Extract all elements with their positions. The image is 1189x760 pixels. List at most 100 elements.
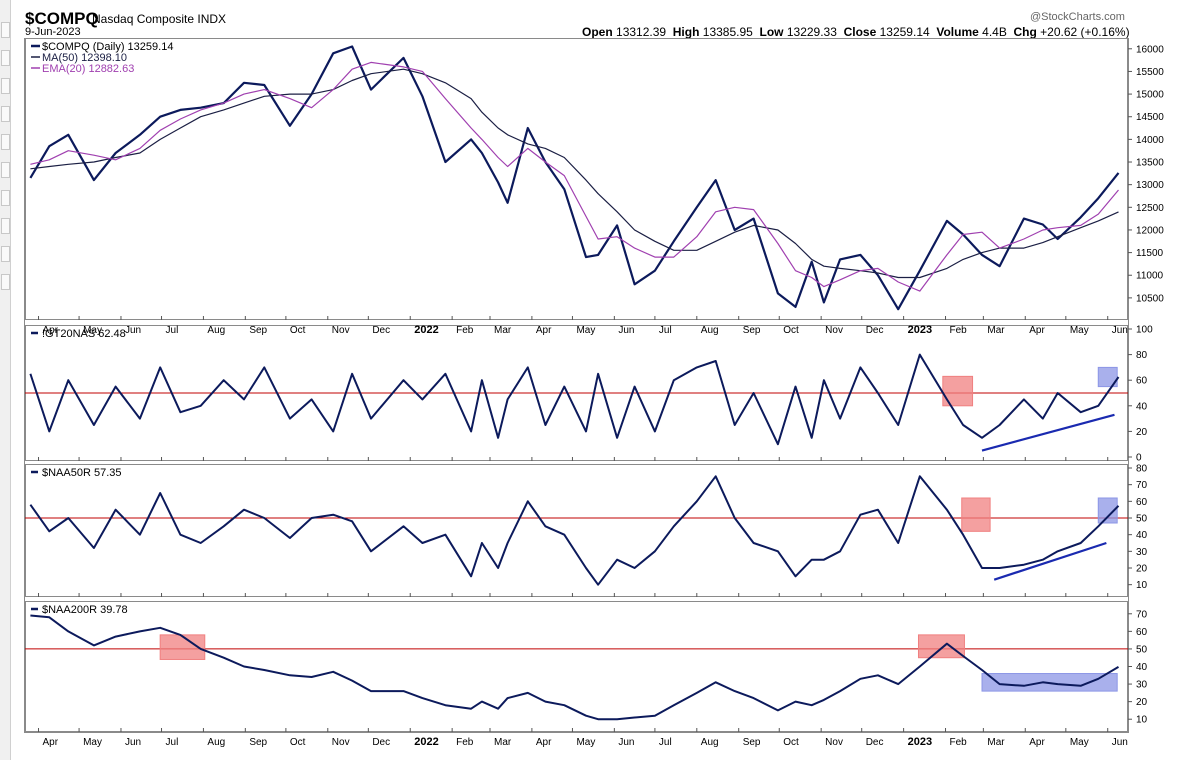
x-tick-label: Sep	[743, 737, 761, 748]
y-tick-label: 20	[1136, 427, 1148, 438]
y-tick-label: 70	[1136, 609, 1148, 620]
y-tick-label: 40	[1136, 662, 1148, 673]
toolbar-tab[interactable]	[1, 218, 10, 234]
y-tick-label: 40	[1136, 401, 1148, 412]
y-tick-label: 13000	[1136, 180, 1164, 191]
y-tick-label: 50	[1136, 644, 1148, 655]
x-tick-label: Nov	[332, 737, 350, 748]
y-tick-label: 13500	[1136, 158, 1164, 169]
x-tick-label: Jun	[618, 325, 634, 336]
x-tick-label: Jul	[659, 325, 672, 336]
x-tick-label: Aug	[701, 325, 719, 336]
panel-naa50: 10 20 30 40 50 60 70 80	[25, 464, 1148, 597]
panel-border	[25, 464, 1128, 597]
series-line-naa50r	[29, 475, 1120, 586]
red-highlight-box	[917, 634, 965, 659]
open-value: 13312.39	[616, 25, 667, 39]
x-tick-label: Oct	[783, 737, 799, 748]
x-tick-label: Mar	[494, 737, 512, 748]
y-tick-label: 12000	[1136, 225, 1164, 236]
panel-border	[25, 38, 1128, 320]
toolbar-tab[interactable]	[1, 190, 10, 206]
x-tick-label: 2023	[908, 324, 932, 336]
x-tick-label: Nov	[825, 325, 843, 336]
blue-highlight-box	[1097, 366, 1118, 388]
y-tick-label: 50	[1136, 514, 1148, 525]
close-value: 13259.14	[879, 25, 930, 39]
x-tick-label: Mar	[987, 737, 1005, 748]
y-tick-label: 16000	[1136, 44, 1164, 55]
x-tick-label: Dec	[372, 737, 390, 748]
panel-border	[25, 601, 1128, 732]
low-label: Low	[759, 25, 784, 39]
y-tick-label: 10	[1136, 715, 1148, 726]
toolbar-tab[interactable]	[1, 274, 10, 290]
x-tick-label: Sep	[743, 325, 761, 336]
toolbar-tab[interactable]	[1, 78, 10, 94]
y-tick-label: 20	[1136, 697, 1148, 708]
x-tick-label: Apr	[1029, 737, 1045, 748]
toolbar-tab[interactable]	[1, 50, 10, 66]
chg-value: +20.62 (+0.16%)	[1040, 25, 1130, 39]
y-tick-label: 10500	[1136, 293, 1164, 304]
chart-header: $COMPQ Nasdaq Composite INDX 9-Jun-2023 …	[10, 0, 1189, 39]
volume-label: Volume	[936, 25, 979, 39]
x-tick-label: Jul	[659, 737, 672, 748]
toolbar-tab[interactable]	[1, 134, 10, 150]
x-tick-label: Apr	[43, 737, 59, 748]
x-tick-label: Mar	[494, 325, 512, 336]
y-tick-label: 15500	[1136, 67, 1164, 78]
legend-entry: $NAA50R 57.35	[42, 467, 122, 479]
x-tick-label: Feb	[950, 737, 968, 748]
x-tick-label: May	[83, 737, 102, 748]
copyright: @StockCharts.com	[1030, 11, 1125, 23]
x-tick-label: Jun	[618, 737, 634, 748]
y-tick-label: 10	[1136, 580, 1148, 591]
x-tick-label: Feb	[456, 325, 474, 336]
y-tick-label: 80	[1136, 464, 1148, 475]
series-line-compq	[29, 45, 1120, 311]
x-tick-label: 2023	[908, 736, 932, 748]
high-value: 13385.95	[702, 25, 753, 39]
series-line-ma50	[30, 68, 1119, 279]
chg-label: Chg	[1013, 25, 1037, 39]
x-tick-label: Sep	[249, 325, 267, 336]
blue-highlight-box	[1097, 497, 1118, 524]
toolbar-tab[interactable]	[1, 106, 10, 122]
y-tick-label: 60	[1136, 497, 1148, 508]
y-tick-label: 80	[1136, 350, 1148, 361]
y-tick-label: 12500	[1136, 203, 1164, 214]
trend-line	[993, 541, 1107, 581]
x-tick-label: May	[1070, 737, 1089, 748]
x-tick-label: Dec	[866, 325, 884, 336]
ohlc-readout: Open 13312.39 High 13385.95 Low 13229.33…	[582, 25, 1130, 39]
y-tick-label: 100	[1136, 325, 1153, 336]
left-toolbar	[0, 0, 11, 760]
series-line-ema20	[30, 61, 1119, 292]
y-tick-label: 14500	[1136, 112, 1164, 123]
x-tick-label: Apr	[1029, 325, 1045, 336]
x-tick-label: May	[576, 737, 595, 748]
symbol-name: Nasdaq Composite INDX	[92, 12, 227, 26]
x-tick-label: Jun	[1112, 737, 1128, 748]
x-tick-label: Apr	[536, 325, 552, 336]
toolbar-tab[interactable]	[1, 246, 10, 262]
chart-date: 9-Jun-2023	[25, 26, 81, 38]
x-tick-label: Jul	[166, 737, 179, 748]
x-tick-label: Apr	[536, 737, 552, 748]
x-tick-label: 2022	[414, 736, 438, 748]
x-tick-label: Jun	[125, 325, 141, 336]
x-tick-label: Dec	[866, 737, 884, 748]
y-tick-label: 60	[1136, 376, 1148, 387]
y-tick-label: 60	[1136, 627, 1148, 638]
open-label: Open	[582, 25, 613, 39]
x-tick-label: Aug	[207, 325, 225, 336]
panel-price: 10500 11000 11500 12000 12500 13000 13500 14000…	[25, 38, 1164, 320]
y-tick-label: 30	[1136, 680, 1148, 691]
toolbar-tab[interactable]	[1, 22, 10, 38]
x-tick-label: Jun	[1112, 325, 1128, 336]
y-tick-label: 70	[1136, 480, 1148, 491]
toolbar-tab[interactable]	[1, 162, 10, 178]
series-line-naa200r	[30, 614, 1120, 721]
